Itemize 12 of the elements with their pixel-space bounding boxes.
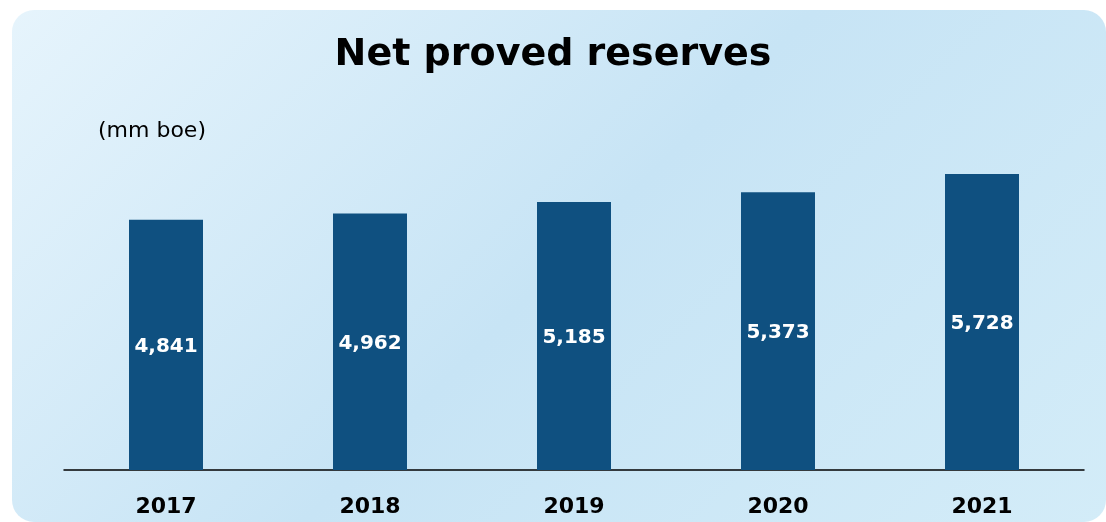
x-tick-label: 2021 <box>951 492 1013 518</box>
data-label: 4,962 <box>338 329 402 354</box>
data-label: 4,841 <box>134 332 198 357</box>
chart-title: Net proved reserves <box>334 30 772 74</box>
x-tick-label: 2018 <box>339 492 401 518</box>
x-tick-label: 2019 <box>543 492 605 518</box>
data-label: 5,185 <box>542 324 606 349</box>
x-tick-label: 2020 <box>747 492 809 518</box>
y-axis-title: (mm boe) <box>98 116 206 142</box>
data-label: 5,373 <box>746 319 810 344</box>
x-tick-label: 2017 <box>135 492 197 518</box>
data-label: 5,728 <box>950 310 1014 334</box>
